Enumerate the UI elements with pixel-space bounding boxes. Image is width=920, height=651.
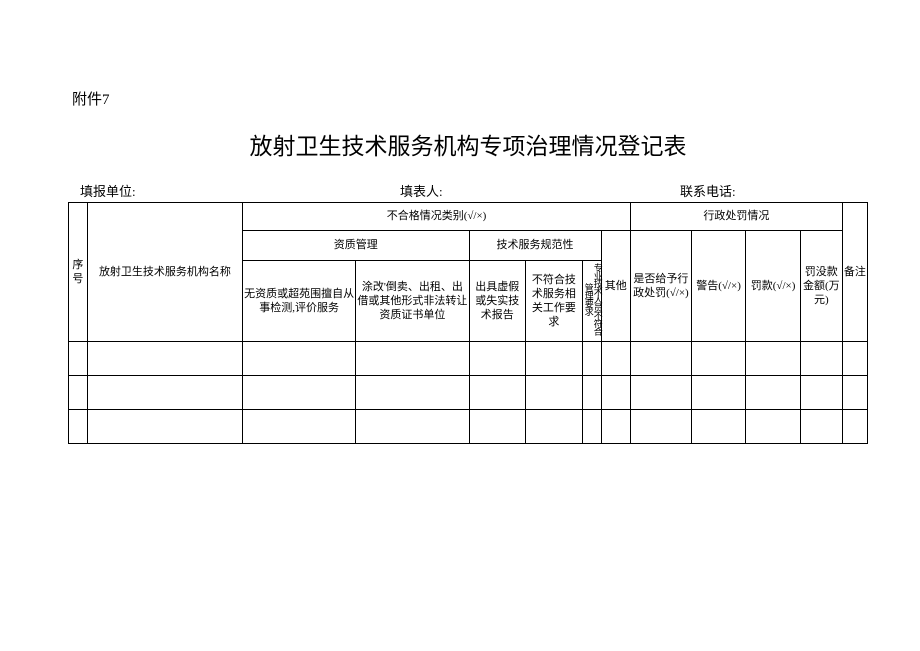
cell <box>356 376 469 410</box>
filler-label: 填表人: <box>400 181 680 200</box>
header-nonconform-group: 不合格情况类别(√/×) <box>243 203 631 231</box>
meta-row: 填报单位: 填表人: 联系电话: <box>68 181 868 200</box>
cell <box>800 410 842 444</box>
cell <box>800 376 842 410</box>
cell <box>526 376 583 410</box>
registration-table: 序号 放射卫生技术服务机构名称 不合格情况类别(√/×) 行政处罚情况 备注 资… <box>68 202 868 444</box>
table-row <box>69 376 868 410</box>
cell <box>631 410 692 444</box>
header-tech3: 专业技术人员不符合管理要求 <box>582 261 601 342</box>
cell <box>582 376 601 410</box>
cell <box>87 410 242 444</box>
cell <box>800 342 842 376</box>
cell <box>69 342 88 376</box>
attachment-label: 附件7 <box>72 88 868 109</box>
header-qual2: 涂改'倒卖、出租、出借或其他形式非法转让资质证书单位 <box>356 261 469 342</box>
table-row <box>69 410 868 444</box>
cell <box>601 410 630 444</box>
cell <box>243 410 356 444</box>
cell <box>87 376 242 410</box>
page-title: 放射卫生技术服务机构专项治理情况登记表 <box>68 127 868 161</box>
header-p4: 罚没款金额(万元) <box>800 231 842 342</box>
cell <box>243 376 356 410</box>
cell <box>842 376 867 410</box>
header-tech2: 不符合技术服务相关工作要求 <box>526 261 583 342</box>
cell <box>87 342 242 376</box>
cell <box>526 410 583 444</box>
header-remark: 备注 <box>842 203 867 342</box>
cell <box>356 410 469 444</box>
cell <box>842 410 867 444</box>
cell <box>356 342 469 376</box>
cell <box>631 342 692 376</box>
cell <box>243 342 356 376</box>
cell <box>582 342 601 376</box>
cell <box>842 342 867 376</box>
header-p1: 是否给予行政处罚(√/×) <box>631 231 692 342</box>
cell <box>601 342 630 376</box>
cell <box>469 376 526 410</box>
table-row <box>69 342 868 376</box>
cell <box>601 376 630 410</box>
cell <box>746 376 801 410</box>
header-other: 其他 <box>601 231 630 342</box>
cell <box>469 410 526 444</box>
header-tech1: 出具虚假或失实技术报告 <box>469 261 526 342</box>
cell <box>746 342 801 376</box>
cell <box>691 410 746 444</box>
header-seq: 序号 <box>69 203 88 342</box>
header-qual1: 无资质或超苑围擅自从事检测,评价服务 <box>243 261 356 342</box>
reporter-unit-label: 填报单位: <box>80 181 400 200</box>
header-tech-spec: 技术服务规范性 <box>469 231 601 261</box>
header-p3: 罚款(√/×) <box>746 231 801 342</box>
cell <box>69 376 88 410</box>
header-qual-mgmt: 资质管理 <box>243 231 469 261</box>
cell <box>69 410 88 444</box>
cell <box>691 342 746 376</box>
cell <box>691 376 746 410</box>
header-org-name: 放射卫生技术服务机构名称 <box>87 203 242 342</box>
cell <box>526 342 583 376</box>
cell <box>746 410 801 444</box>
phone-label: 联系电话: <box>680 181 736 200</box>
cell <box>469 342 526 376</box>
cell <box>582 410 601 444</box>
header-penalty-group: 行政处罚情况 <box>631 203 843 231</box>
cell <box>631 376 692 410</box>
header-p2: 警告(√/×) <box>691 231 746 342</box>
